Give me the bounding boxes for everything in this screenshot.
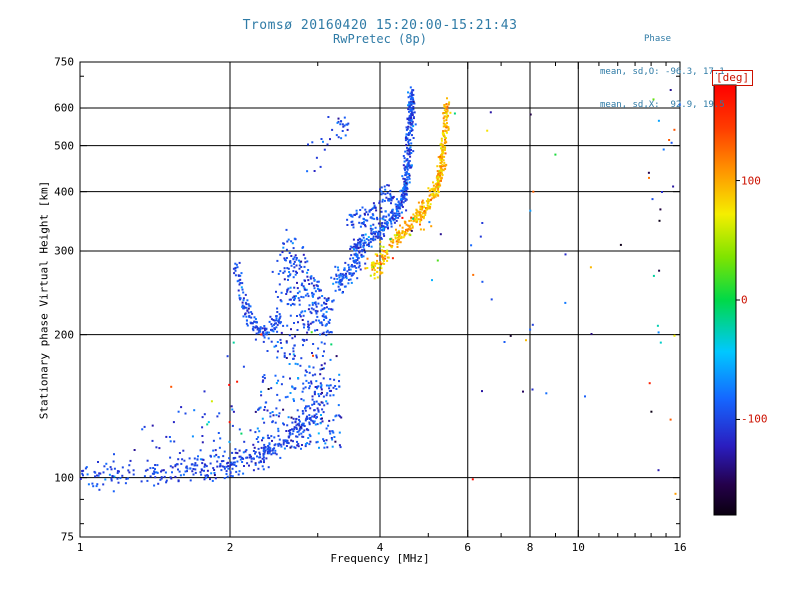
colorbar	[713, 84, 737, 516]
phase-stats-header: Phase	[644, 34, 672, 44]
x-tick-label: 10	[571, 541, 585, 554]
y-tick-label: 600	[54, 101, 74, 115]
y-tick-label: 100	[54, 471, 74, 485]
x-axis-label: Frequency [MHz]	[330, 552, 430, 565]
phase-stats-x-line: mean, sd,X: 92.9, 19.5	[600, 100, 725, 110]
x-tick-label: 1	[76, 541, 84, 554]
y-tick-label: 400	[54, 185, 74, 199]
colorbar-tick-label: -100	[741, 412, 768, 426]
phase-stats: Phase mean, sd,O: -96.3, 17.1 mean, sd,X…	[600, 12, 780, 133]
plot-border	[79, 61, 681, 538]
x-tick-label: 6	[464, 541, 472, 554]
phase-stats-o-line: mean, sd,O: -96.3, 17.1	[600, 67, 725, 77]
colorbar-tick-label: 0	[741, 293, 748, 307]
y-tick-label: 750	[54, 55, 74, 69]
x-tick-label: 4	[376, 541, 384, 554]
colorbar-label: [deg]	[712, 70, 754, 86]
chart-subtitle: RwPretec (8p)	[333, 32, 427, 46]
y-axis-label: Stationary phase Virtual Height [km]	[37, 180, 51, 420]
scatter-points-layer	[79, 86, 681, 495]
x-tick-label: 16	[673, 541, 687, 554]
x-tick-label: 2	[226, 541, 234, 554]
x-tick-label: 8	[526, 541, 534, 554]
y-tick-label: 75	[60, 530, 74, 544]
y-tick-label: 200	[54, 328, 74, 342]
grid-layer	[80, 62, 680, 537]
chart-title: Tromsø 20160420 15:20:00-15:21:43	[242, 18, 518, 33]
y-tick-label: 300	[54, 244, 74, 258]
y-tick-label: 500	[54, 139, 74, 153]
colorbar-tick-label: 100	[741, 174, 761, 188]
